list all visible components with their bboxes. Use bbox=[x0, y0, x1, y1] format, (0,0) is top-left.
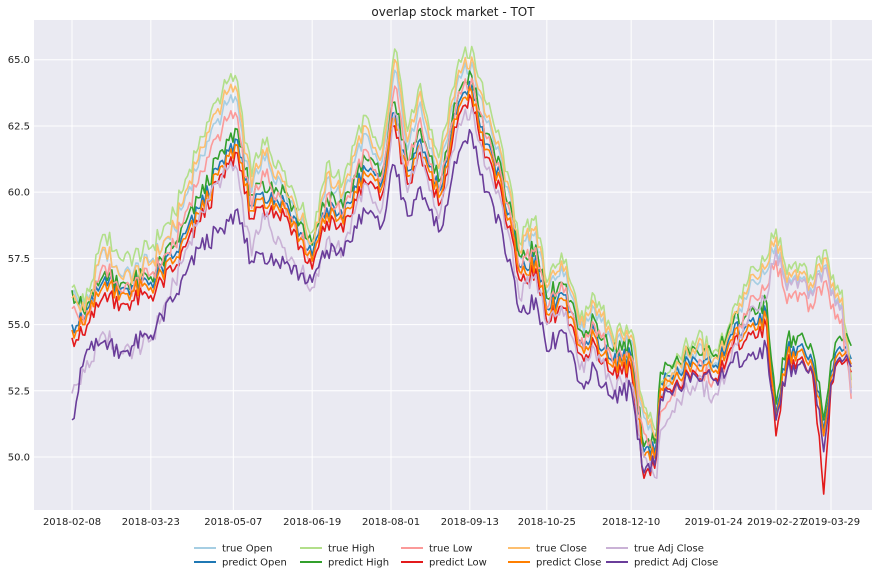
x-tick-label: 2018-05-07 bbox=[204, 517, 262, 528]
y-tick-labels: 50.0 52.5 55.0 57.5 60.0 62.5 65.0 bbox=[8, 55, 30, 463]
legend-label: true Adj Close bbox=[634, 544, 704, 555]
y-tick-label: 60.0 bbox=[8, 188, 30, 199]
legend-label: true Open bbox=[222, 544, 272, 555]
legend-label: true Low bbox=[429, 544, 472, 555]
series-line-true-adj-close bbox=[71, 106, 852, 479]
y-tick-label: 57.5 bbox=[8, 254, 30, 265]
y-tick-label: 55.0 bbox=[8, 320, 30, 331]
x-tick-label: 2019-03-29 bbox=[802, 517, 860, 528]
x-tick-label: 2018-03-23 bbox=[122, 517, 180, 528]
y-tick-label: 50.0 bbox=[8, 453, 30, 464]
series-line-predict-open bbox=[71, 80, 852, 457]
series-line-predict-low bbox=[71, 94, 852, 495]
x-tick-label: 2018-09-13 bbox=[441, 517, 499, 528]
plot-area bbox=[34, 20, 872, 510]
legend-label: predict Close bbox=[536, 558, 601, 569]
x-tick-label: 2018-02-08 bbox=[43, 517, 101, 528]
legend-label: true High bbox=[328, 544, 375, 555]
legend: true Open predict Open true High predict Hi… bbox=[194, 544, 718, 569]
x-tick-label: 2018-10-25 bbox=[518, 517, 576, 528]
chart-title: overlap stock market - TOT bbox=[371, 5, 535, 19]
x-tick-label: 2018-12-10 bbox=[602, 517, 660, 528]
legend-label: predict Open bbox=[222, 558, 287, 569]
legend-label: true Close bbox=[536, 544, 587, 555]
y-tick-label: 65.0 bbox=[8, 55, 30, 66]
x-tick-label: 2019-01-24 bbox=[685, 517, 743, 528]
series-line-true-close bbox=[71, 56, 852, 440]
x-tick-label: 2019-02-27 bbox=[747, 517, 805, 528]
legend-label: predict Low bbox=[429, 558, 487, 569]
x-tick-label: 2018-06-19 bbox=[283, 517, 341, 528]
x-tick-label: 2018-08-01 bbox=[362, 517, 420, 528]
y-tick-label: 52.5 bbox=[8, 386, 30, 397]
series-layer bbox=[71, 45, 852, 495]
x-tick-labels: 2018-02-08 2018-03-23 2018-05-07 2018-06-19… bbox=[43, 517, 860, 528]
y-tick-label: 62.5 bbox=[8, 121, 30, 132]
legend-label: predict Adj Close bbox=[634, 558, 718, 569]
series-line-true-high bbox=[71, 45, 852, 432]
legend-label: predict High bbox=[328, 558, 389, 569]
series-line-predict-adj-close bbox=[71, 128, 852, 474]
